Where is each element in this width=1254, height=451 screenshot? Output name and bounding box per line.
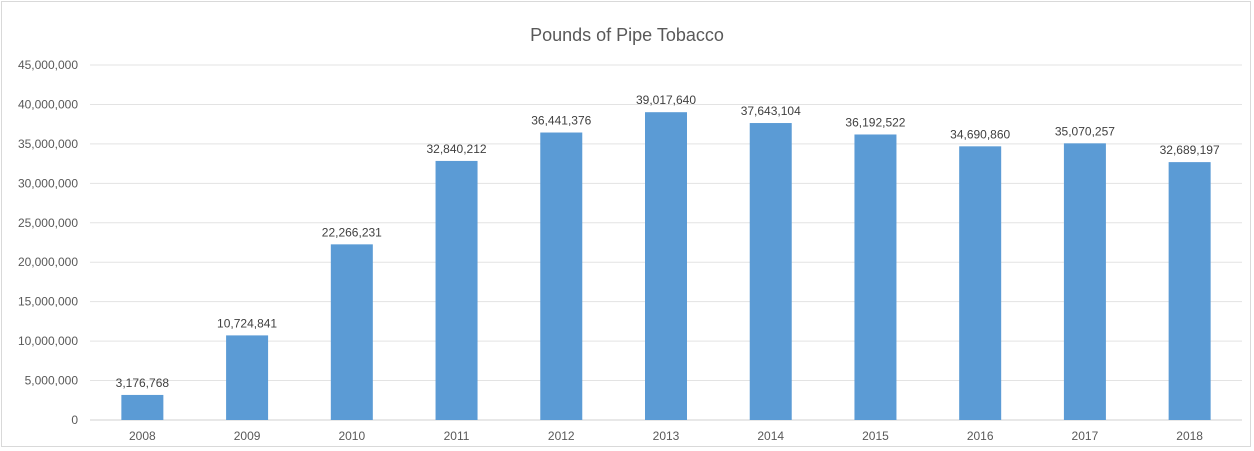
data-labels: 3,176,768 10,724,841 22,266,231 32,840,212 3… <box>116 93 1220 390</box>
x-tick-label-2012: 2012 <box>548 429 575 443</box>
bar-2011 <box>435 160 478 420</box>
bar-2015 <box>854 134 897 421</box>
x-tick-label-2010: 2010 <box>338 429 365 443</box>
y-tick-label: 10,000,000 <box>18 334 78 348</box>
data-label-2015: 36,192,522 <box>845 115 905 129</box>
data-label-2012: 36,441,376 <box>531 114 591 128</box>
data-label-2011: 32,840,212 <box>427 142 487 156</box>
bar-2013 <box>645 112 687 420</box>
y-tick-label: 35,000,000 <box>18 137 78 151</box>
data-label-2017: 35,070,257 <box>1055 124 1115 138</box>
x-tick-label-2014: 2014 <box>757 429 784 443</box>
x-tick-label-2013: 2013 <box>653 429 680 443</box>
data-label-2008: 3,176,768 <box>116 376 170 390</box>
x-tick-label-2008: 2008 <box>129 429 156 443</box>
y-tick-label: 5,000,000 <box>25 374 79 388</box>
x-tick-label-2018: 2018 <box>1176 429 1203 443</box>
bar-2010 <box>330 244 373 420</box>
data-label-2010: 22,266,231 <box>322 225 382 239</box>
bar-2008 <box>121 394 164 420</box>
y-tick-label: 0 <box>71 413 78 427</box>
bar-2012 <box>540 132 583 420</box>
x-tick-label-2015: 2015 <box>862 429 889 443</box>
y-tick-label: 25,000,000 <box>18 216 78 230</box>
data-label-2018: 32,689,197 <box>1160 143 1220 157</box>
bar-2009 <box>226 335 269 420</box>
y-tick-label: 20,000,000 <box>18 255 78 269</box>
data-label-2014: 37,643,104 <box>741 104 801 118</box>
bars <box>121 112 1211 421</box>
chart-title: Pounds of Pipe Tobacco <box>530 25 724 45</box>
y-axis-tick-labels: 0 5,000,000 10,000,000 15,000,000 20,000,000… <box>18 58 78 427</box>
x-tick-label-2016: 2016 <box>967 429 994 443</box>
y-tick-label: 15,000,000 <box>18 295 78 309</box>
x-tick-label-2011: 2011 <box>444 429 470 443</box>
bar-2014 <box>749 123 792 421</box>
x-tick-label-2009: 2009 <box>234 429 261 443</box>
data-label-2016: 34,690,860 <box>950 127 1010 141</box>
bar-2016 <box>959 146 1002 420</box>
y-tick-label: 45,000,000 <box>18 58 78 72</box>
data-label-2013: 39,017,640 <box>636 93 696 107</box>
bar-2017 <box>1063 143 1106 420</box>
bar-2018 <box>1168 162 1211 420</box>
x-axis-tick-labels: 2008 2009 2010 2011 2012 2013 2014 2015 2016 2017… <box>129 429 1203 443</box>
data-label-2009: 10,724,841 <box>217 316 277 330</box>
y-tick-label: 40,000,000 <box>18 97 78 111</box>
y-tick-label: 30,000,000 <box>18 176 78 190</box>
x-tick-label-2017: 2017 <box>1072 429 1099 443</box>
